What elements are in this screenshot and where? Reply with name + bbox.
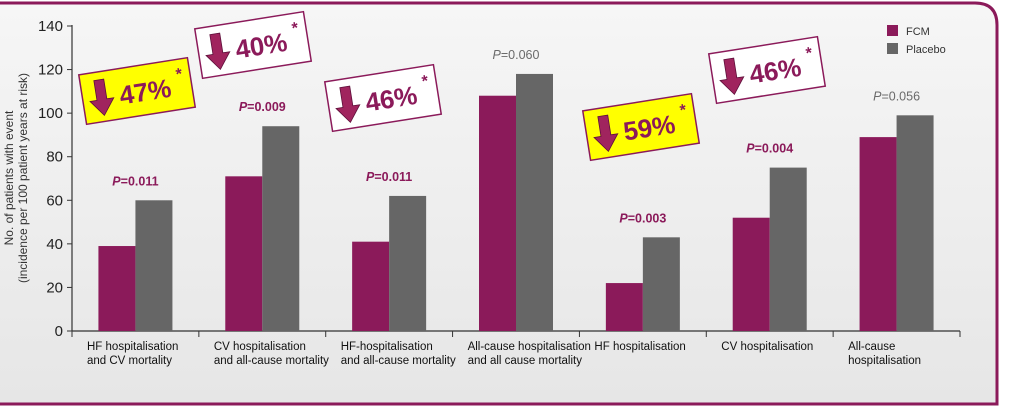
- y-tick-label: 40: [46, 236, 63, 253]
- bar-placebo: [262, 126, 299, 331]
- category-label: and all-cause mortality: [214, 355, 329, 367]
- p-value-label: P=0.009: [239, 100, 286, 114]
- bar-placebo: [516, 74, 553, 331]
- category-label: HF hospitalisation: [87, 341, 178, 353]
- legend-label-fcm: FCM: [906, 26, 930, 38]
- y-tick-label: 20: [46, 279, 63, 296]
- bar-placebo: [643, 237, 680, 331]
- category-label: All-cause: [848, 341, 895, 353]
- p-value-label: P=0.011: [366, 170, 412, 184]
- bar-placebo: [897, 115, 934, 331]
- y-axis-label-line1: No. of patients with event: [2, 110, 16, 245]
- category-label: hospitalisation: [848, 355, 921, 367]
- p-value-label: P=0.011: [112, 174, 158, 188]
- bar-fcm: [860, 137, 897, 331]
- category-label: and all-cause mortality: [341, 355, 456, 367]
- bar-fcm: [479, 96, 516, 331]
- y-axis-label-line2: (incidence per 100 patient years at risk…: [16, 73, 30, 283]
- bar-fcm: [606, 283, 643, 331]
- p-value-label: P=0.060: [493, 48, 540, 62]
- bar-placebo: [389, 196, 426, 331]
- p-value-label: P=0.056: [873, 89, 920, 103]
- legend-label-placebo: Placebo: [906, 44, 946, 56]
- category-label: HF hospitalisation: [594, 341, 685, 353]
- bar-fcm: [225, 176, 262, 331]
- y-tick-label: 100: [38, 105, 63, 122]
- y-tick-label: 120: [38, 62, 63, 79]
- p-value-label: P=0.003: [619, 211, 666, 225]
- p-value-label: P=0.004: [746, 142, 793, 156]
- y-tick-label: 60: [46, 192, 63, 209]
- category-label: and all cause mortality: [468, 355, 583, 367]
- category-label: All-cause hospitalisation: [468, 341, 591, 353]
- bar-fcm: [352, 242, 389, 331]
- y-tick-label: 140: [38, 18, 63, 35]
- legend-swatch-placebo: [887, 43, 898, 54]
- bar-fcm: [733, 218, 770, 331]
- bar-placebo: [135, 200, 172, 331]
- category-label: CV hospitalisation: [214, 341, 306, 353]
- category-label: HF-hospitalisation: [341, 341, 433, 353]
- y-tick-label: 80: [46, 149, 63, 166]
- legend-swatch-fcm: [887, 25, 898, 36]
- bar-fcm: [98, 246, 135, 331]
- category-label: and CV mortality: [87, 355, 172, 367]
- y-tick-label: 0: [55, 323, 63, 340]
- bar-placebo: [770, 168, 807, 331]
- category-label: CV hospitalisation: [721, 341, 813, 353]
